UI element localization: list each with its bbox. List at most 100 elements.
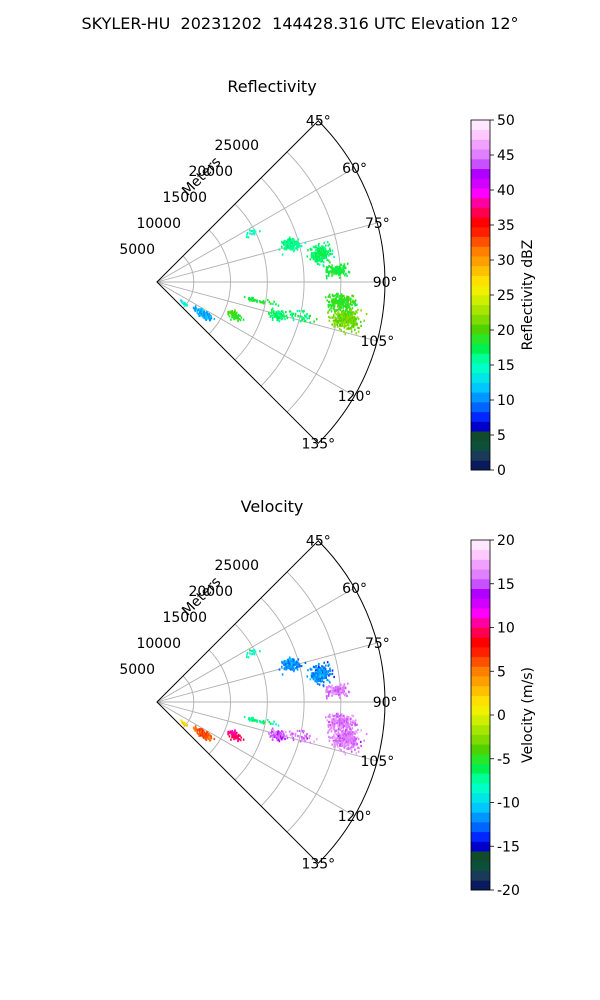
echo-pixel [339, 743, 341, 746]
echo-pixel [343, 687, 346, 690]
echo-pixel [246, 231, 249, 235]
echo-pixel [332, 319, 335, 322]
echo-pixel [240, 316, 242, 319]
echo-pixel [206, 731, 209, 734]
echo-pixel [200, 308, 203, 311]
echo-pixel [342, 692, 345, 695]
echo-pixel [298, 662, 300, 665]
echo-pixel [342, 320, 345, 323]
echo-pixel [343, 294, 345, 297]
echo-pixel [311, 255, 313, 258]
echo-pixel [331, 691, 333, 694]
echo-pixel [328, 685, 330, 688]
echo-pixel [294, 660, 296, 663]
echo-pixel [331, 694, 333, 697]
echo-pixel [259, 720, 262, 723]
echo-pixel [205, 738, 207, 741]
echo-pixel [263, 721, 266, 724]
echo-pixel [347, 300, 349, 303]
echo-pixel [354, 743, 357, 747]
colorbar-segment [471, 460, 490, 471]
echo-pixel [306, 733, 308, 736]
echo-pixel [334, 299, 337, 302]
echo-pixel [344, 732, 346, 735]
echo-pixel [303, 729, 305, 733]
echo-pixel [294, 312, 297, 315]
echo-pixel [183, 302, 186, 305]
echo-pixel [332, 269, 334, 272]
echo-pixel [315, 680, 318, 683]
echo-pixel [356, 303, 358, 306]
echo-pixel [202, 309, 204, 312]
echo-pixel [252, 652, 255, 655]
echo-pixel [288, 238, 291, 241]
echo-pixel [338, 314, 341, 317]
echo-pixel [198, 734, 200, 737]
echo-pixel [339, 324, 341, 327]
colorbar-segment [471, 343, 490, 354]
echo-pixel [343, 324, 345, 327]
echo-pixel [325, 716, 327, 719]
echo-pixel [330, 270, 333, 273]
echo-pixel [343, 304, 345, 307]
panel-title: Reflectivity [227, 77, 316, 96]
echo-pixel [353, 737, 355, 740]
colorbar-tick-label: 20 [497, 533, 515, 549]
echo-pixel [285, 734, 288, 737]
echo-pixel [345, 325, 348, 328]
echo-pixel [288, 730, 291, 733]
echo-pixel [327, 259, 330, 262]
echo-pixel [342, 302, 345, 305]
echo-pixel [333, 302, 336, 305]
echo-pixel [327, 664, 330, 667]
echo-pixel [331, 301, 333, 304]
radial-tick-label: 5000 [119, 242, 155, 258]
echo-pixel [287, 661, 290, 664]
echo-pixel [356, 736, 359, 739]
echo-pixel [231, 316, 233, 319]
echo-pixel [363, 319, 365, 322]
echo-pixel [352, 721, 355, 724]
echo-pixel [333, 269, 336, 273]
echo-pixel [350, 721, 352, 724]
echo-pixel [234, 735, 236, 739]
echo-pixel [323, 666, 325, 669]
echo-pixel [336, 740, 338, 743]
echo-pixel [201, 728, 204, 731]
echo-pixel [331, 718, 333, 721]
echo-pixel [332, 301, 335, 304]
echo-pixel [328, 663, 331, 666]
echo-pixel [301, 315, 303, 319]
echo-pixel [358, 326, 360, 330]
echo-pixel [327, 690, 329, 694]
echo-pixel [331, 274, 333, 277]
echo-pixel [232, 736, 235, 739]
echo-pixel [342, 739, 345, 742]
echo-pixel [309, 734, 311, 737]
echo-pixel [235, 314, 238, 317]
echo-pixel [325, 268, 328, 271]
echo-pixel [293, 245, 295, 248]
echo-pixel [357, 738, 360, 741]
echo-pixel [355, 321, 357, 325]
echo-pixel [335, 318, 337, 322]
colorbar-segment [471, 666, 490, 677]
echo-pixel [288, 659, 291, 662]
colorbar-tick-label: 35 [497, 218, 515, 234]
echo-pixel [293, 250, 295, 253]
echo-pixel [345, 738, 347, 741]
echo-pixel [281, 660, 283, 663]
echo-pixel [341, 715, 343, 718]
colorbar-segment [471, 646, 490, 658]
echo-pixel [237, 314, 240, 317]
colorbar-segment [471, 676, 490, 687]
echo-pixel [331, 723, 334, 726]
angle-tick-label: 105° [361, 334, 395, 350]
echo-pixel [350, 308, 353, 311]
echo-pixel [283, 314, 285, 317]
echo-pixel [199, 730, 202, 733]
echo-pixel [232, 734, 235, 737]
echo-pixel [331, 252, 334, 255]
echo-pixel [342, 729, 344, 732]
